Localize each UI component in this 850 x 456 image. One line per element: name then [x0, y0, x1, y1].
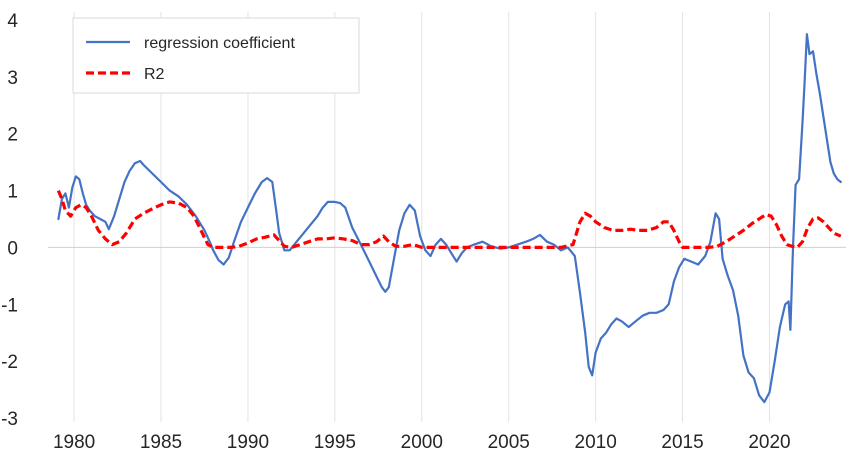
- x-tick-label-1985: 1985: [140, 432, 182, 453]
- y-tick-label--3: -3: [1, 409, 18, 430]
- y-tick-label-4: 4: [7, 11, 18, 32]
- x-tick-labels: 1980 1985 1990 1995 2000 2005 2010 2015 2020: [53, 432, 791, 453]
- y-tick-label-1: 1: [7, 182, 18, 203]
- series-line-r2: [56, 189, 842, 249]
- legend-box: [72, 17, 360, 94]
- series-line-regression-coefficient: [57, 33, 842, 404]
- y-tick-labels: -3 -2 -1 0 1 2 3 4: [1, 11, 18, 430]
- y-tick-label-3: 3: [7, 68, 18, 89]
- x-tick-label-1990: 1990: [227, 432, 269, 453]
- x-tick-label-1995: 1995: [314, 432, 356, 453]
- y-tick-label--1: -1: [1, 295, 18, 316]
- x-tick-label-2000: 2000: [401, 432, 443, 453]
- x-tick-label-2015: 2015: [661, 432, 703, 453]
- y-tick-label--2: -2: [1, 352, 18, 373]
- legend-label-r2: R2: [144, 66, 165, 83]
- x-tick-label-2020: 2020: [748, 432, 790, 453]
- y-tick-label-2: 2: [7, 125, 18, 146]
- legend: regression coefficient R2: [72, 17, 360, 94]
- x-tick-label-2010: 2010: [575, 432, 617, 453]
- x-tick-label-1980: 1980: [53, 432, 95, 453]
- legend-label-regression-coefficient: regression coefficient: [144, 35, 295, 52]
- y-tick-label-0: 0: [7, 238, 18, 259]
- series-lines: [56, 33, 842, 404]
- x-tick-label-2005: 2005: [488, 432, 530, 453]
